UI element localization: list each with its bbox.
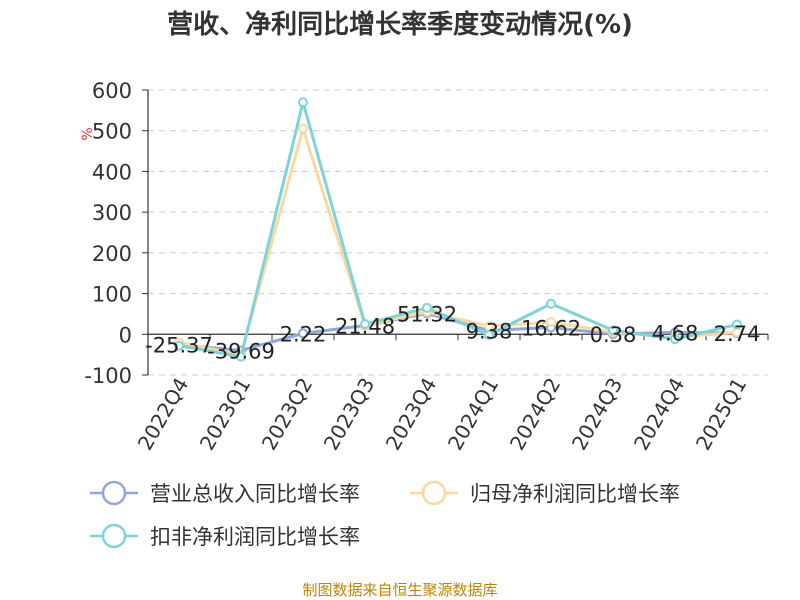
y-tick-label: 500 bbox=[92, 120, 132, 144]
data-label: 2.74 bbox=[714, 322, 761, 346]
legend-label: 扣非净利润同比增长率 bbox=[150, 525, 360, 549]
x-tick-label: 2023Q4 bbox=[381, 374, 441, 455]
data-label: 0.38 bbox=[590, 323, 637, 347]
legend-item-2[interactable]: 归母净利润同比增长率 bbox=[410, 480, 680, 506]
y-tick-label: 0 bbox=[119, 323, 132, 347]
data-label: 21.48 bbox=[335, 315, 395, 339]
data-point bbox=[298, 123, 308, 134]
y-tick-label: 400 bbox=[92, 160, 132, 184]
series-line-3 bbox=[178, 100, 738, 359]
y-tick-label: 200 bbox=[92, 242, 132, 266]
data-point bbox=[670, 334, 680, 345]
data-point bbox=[174, 340, 184, 351]
y-axis-ticks: 600 500 400 300 200 100 0 -100 bbox=[84, 79, 148, 388]
data-label: 51.32 bbox=[397, 302, 457, 326]
data-label: 4.68 bbox=[652, 321, 699, 345]
source-note: 制图数据来自恒生聚源数据库 bbox=[302, 581, 498, 599]
x-tick-label: 2024Q3 bbox=[567, 374, 627, 455]
grid-lines bbox=[148, 89, 768, 376]
legend-marker bbox=[421, 480, 447, 506]
data-label: 9.38 bbox=[466, 319, 513, 343]
legend-item-3[interactable]: 扣非净利润同比增长率 bbox=[90, 523, 360, 549]
legend-label: 归母净利润同比增长率 bbox=[470, 482, 680, 506]
data-label: 2.22 bbox=[280, 322, 327, 346]
data-point bbox=[236, 351, 246, 362]
x-tick-label: 2023Q3 bbox=[319, 374, 379, 455]
y-tick-label: 100 bbox=[92, 283, 132, 307]
data-label: -25.37 bbox=[145, 334, 213, 358]
data-point bbox=[608, 325, 618, 336]
data-label: 16.62 bbox=[521, 317, 581, 341]
x-tick-label: 2023Q1 bbox=[195, 374, 255, 455]
data-point bbox=[360, 319, 370, 330]
data-point bbox=[422, 302, 432, 313]
y-axis-label: % bbox=[80, 127, 96, 140]
y-tick-label: -100 bbox=[84, 364, 132, 388]
x-tick-label: 2022Q4 bbox=[133, 374, 193, 455]
y-tick-label: 600 bbox=[92, 79, 132, 103]
legend-marker bbox=[101, 523, 127, 549]
data-label: -39.69 bbox=[207, 339, 275, 363]
data-point bbox=[298, 97, 308, 108]
series-group bbox=[174, 97, 742, 362]
data-point bbox=[484, 330, 494, 341]
x-tick-label: 2023Q2 bbox=[257, 374, 317, 455]
data-point bbox=[732, 319, 742, 330]
chart-title: 营收、净利同比增长率季度变动情况(%) bbox=[167, 10, 633, 40]
x-tick-label: 2024Q2 bbox=[505, 374, 565, 455]
data-point bbox=[546, 317, 556, 328]
legend-label: 营业总收入同比增长率 bbox=[150, 482, 360, 506]
data-point bbox=[546, 298, 556, 309]
legend-marker bbox=[101, 480, 127, 506]
legend-item-1[interactable]: 营业总收入同比增长率 bbox=[90, 480, 360, 506]
x-tick-label: 2024Q1 bbox=[443, 374, 503, 455]
x-tick-label: 2025Q1 bbox=[691, 374, 751, 455]
y-tick-label: 300 bbox=[92, 201, 132, 225]
data-point bbox=[298, 328, 308, 339]
x-tick-label: 2024Q4 bbox=[629, 374, 689, 455]
